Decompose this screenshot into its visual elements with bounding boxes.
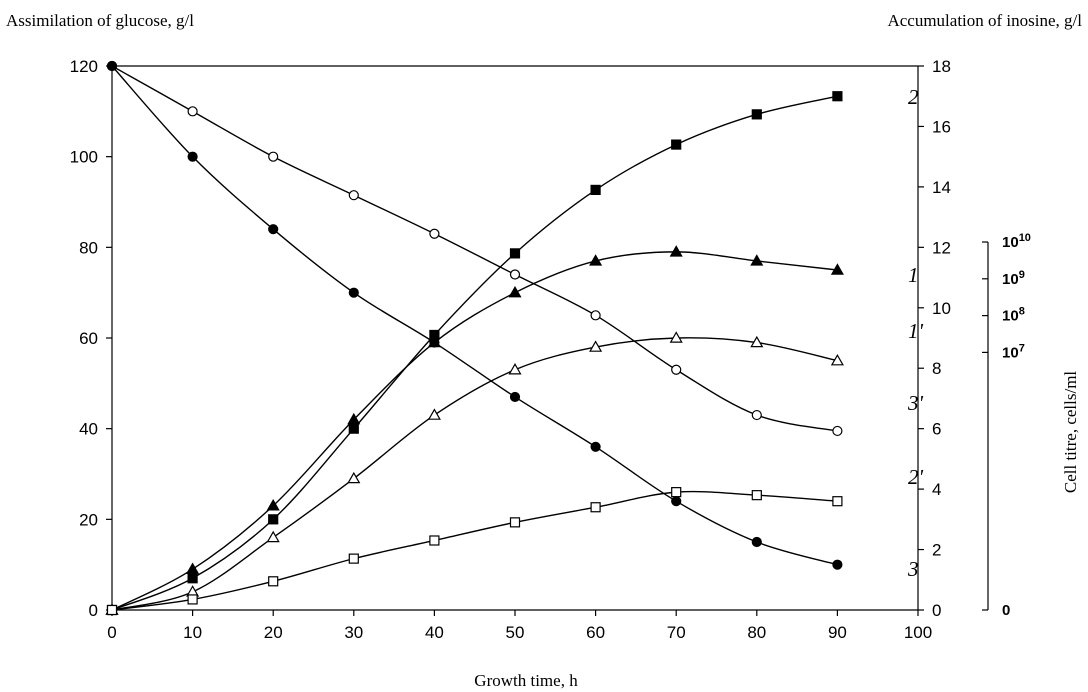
y-left-tick-label: 40: [79, 420, 98, 439]
x-tick-label: 0: [107, 623, 116, 642]
cell-titre-tick-label: 109: [1002, 269, 1025, 288]
series-line-2': [112, 492, 837, 610]
left-axis-label: Assimilation of glucose, g/l: [6, 11, 194, 30]
y-right-tick-label: 18: [932, 57, 951, 76]
data-point: [269, 225, 278, 234]
data-point: [269, 152, 278, 161]
y-left-tick-label: 0: [89, 601, 98, 620]
data-point: [188, 574, 197, 583]
data-point: [511, 249, 520, 258]
y-right-tick-label: 2: [932, 541, 941, 560]
data-point: [591, 185, 600, 194]
data-point: [591, 311, 600, 320]
data-point: [672, 365, 681, 374]
cell-titre-tick-label: 108: [1002, 306, 1025, 325]
data-point: [269, 577, 278, 586]
cell-titre-tick-label: 0: [1002, 602, 1010, 619]
y-left-tick-label: 60: [79, 329, 98, 348]
data-point: [429, 410, 440, 420]
y-right-tick-label: 8: [932, 359, 941, 378]
data-point: [349, 424, 358, 433]
y-left-tick-label: 100: [70, 148, 98, 167]
series-line-2: [112, 96, 837, 610]
y-right-tick-label: 0: [932, 601, 941, 620]
x-tick-label: 90: [828, 623, 847, 642]
x-tick-label: 60: [586, 623, 605, 642]
series-label: 3: [907, 557, 919, 581]
data-point: [348, 473, 359, 483]
data-point: [752, 538, 761, 547]
data-point: [349, 554, 358, 563]
data-point: [511, 270, 520, 279]
data-point: [511, 518, 520, 527]
data-point: [752, 491, 761, 500]
series-line-1': [112, 338, 837, 610]
data-point: [591, 442, 600, 451]
data-point: [108, 62, 117, 71]
data-point: [833, 497, 842, 506]
y-right-tick-label: 12: [932, 238, 951, 257]
data-point: [188, 152, 197, 161]
series-label: 2: [908, 85, 919, 109]
data-point: [833, 560, 842, 569]
y-right-tick-label: 14: [932, 178, 951, 197]
data-point: [430, 338, 439, 347]
x-tick-label: 100: [904, 623, 932, 642]
data-point: [510, 364, 521, 374]
y-right-tick-label: 10: [932, 299, 951, 318]
cell-titre-tick-label: 1010: [1002, 232, 1031, 251]
data-point: [672, 488, 681, 497]
data-point: [430, 229, 439, 238]
right-axis-label: Accumulation of inosine, g/l: [887, 11, 1082, 30]
data-point: [672, 497, 681, 506]
x-tick-label: 20: [264, 623, 283, 642]
data-point: [269, 515, 278, 524]
y-right-tick-label: 16: [932, 117, 951, 136]
data-point: [188, 595, 197, 604]
data-point: [349, 288, 358, 297]
curves: [112, 66, 837, 610]
data-point: [430, 536, 439, 545]
y-right-tick-label: 6: [932, 420, 941, 439]
x-tick-label: 50: [506, 623, 525, 642]
x-axis-label: Growth time, h: [474, 671, 578, 690]
x-tick-label: 80: [747, 623, 766, 642]
x-tick-label: 10: [183, 623, 202, 642]
data-point: [591, 503, 600, 512]
y-left-tick-label: 20: [79, 510, 98, 529]
y-left-tick-label: 120: [70, 57, 98, 76]
series-label: 1': [908, 319, 924, 343]
data-point: [833, 426, 842, 435]
data-point: [833, 92, 842, 101]
data-point: [671, 246, 682, 256]
data-point: [752, 110, 761, 119]
cell-titre-tick-label: 107: [1002, 342, 1025, 361]
x-tick-label: 40: [425, 623, 444, 642]
cell-titre-axis-label: Cell titre, cells/ml: [1061, 371, 1080, 494]
data-point: [187, 564, 198, 574]
series-label: 3': [907, 391, 924, 415]
y-right-tick-label: 4: [932, 480, 941, 499]
y-left-tick-label: 80: [79, 238, 98, 257]
series-line-3': [112, 66, 837, 431]
data-point: [108, 606, 117, 615]
series-label: 1: [908, 263, 919, 287]
data-point: [672, 140, 681, 149]
x-tick-label: 70: [667, 623, 686, 642]
data-point: [752, 411, 761, 420]
data-point: [268, 532, 279, 542]
data-point: [510, 287, 521, 297]
series-label: 2': [908, 465, 924, 489]
data-point: [511, 392, 520, 401]
series-labels: 2 1 1' 3' 2' 3: [907, 85, 924, 581]
x-tick-label: 30: [344, 623, 363, 642]
data-point: [349, 191, 358, 200]
data-point: [188, 107, 197, 116]
series-line-1: [112, 252, 837, 610]
